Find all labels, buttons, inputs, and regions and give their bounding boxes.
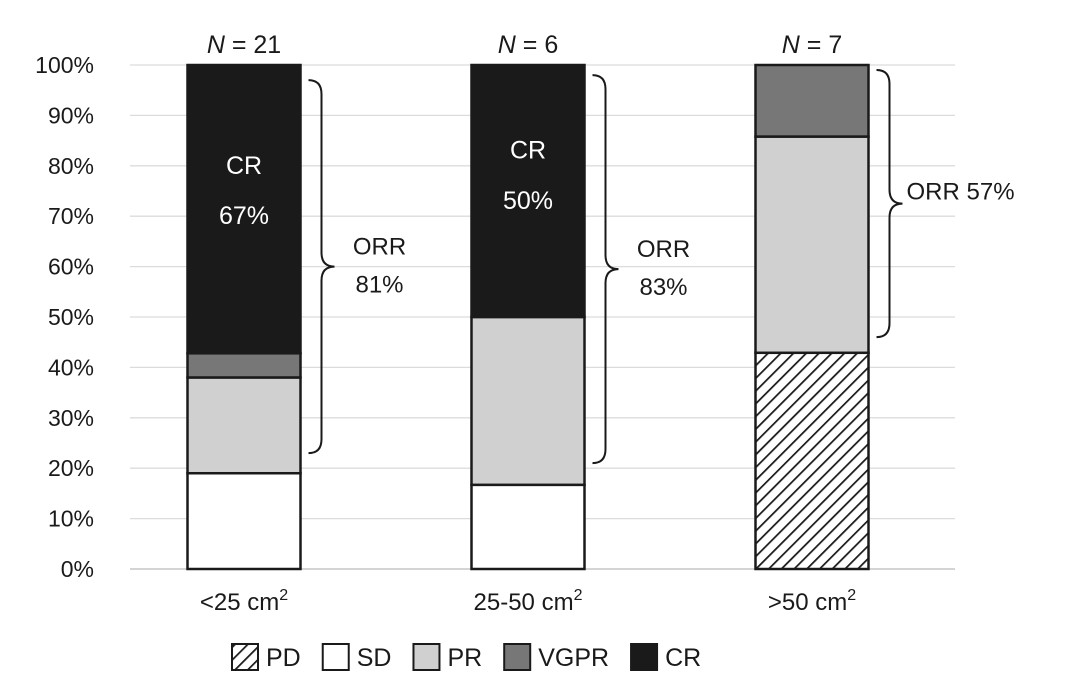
n-count-label: N = 6 [498,31,558,59]
in-bar-label: 67% [219,202,269,230]
orr-label: ORR 57% [907,179,1015,206]
orr-label: ORR [637,236,690,263]
bar-segment-vgpr [186,352,302,379]
y-tick-label: 20% [48,455,94,481]
y-tick-label: 40% [48,354,94,380]
orr-brace [592,74,619,465]
bar-segment-sd [186,471,302,571]
bar-segment-sd [470,483,586,571]
legend-swatch-vgpr [503,643,532,671]
legend-swatch-sd [321,643,350,671]
bars [186,63,870,571]
y-tick-label: 0% [61,556,94,582]
n-count-label: N = 21 [207,31,281,59]
y-tick-label: 70% [48,203,94,229]
legend-swatch-cr [630,643,659,671]
orr-label: 83% [639,274,687,301]
bar-segment-cr [186,63,302,355]
orr-brace [308,79,335,455]
orr-brace [876,69,903,339]
y-tick-label: 60% [48,254,94,280]
y-tick-label: 30% [48,405,94,431]
in-bar-label: 50% [503,187,553,215]
legend: PD SD PR VGPR CR [231,643,701,672]
n-count-label: N = 7 [782,31,842,59]
bar-segment-pd [754,351,870,571]
bar-labels: N = 21 <25 cm2 N = 6 25-50 cm2 N = 7 >50 cm2 C… [200,31,856,616]
y-tick-label: 100% [35,52,94,78]
bar-segment-vgpr [754,63,870,138]
y-axis: 0% 10% 20% 30% 40% 50% 60% 70% 80% 90% 100% [35,52,955,582]
legend-label-pr: PR [447,644,482,672]
legend-label-pd: PD [266,644,301,672]
y-tick-label: 80% [48,153,94,179]
legend-label-sd: SD [357,644,392,672]
legend-label-cr: CR [665,644,701,672]
y-tick-label: 10% [48,506,94,532]
in-bar-label: CR [226,152,262,180]
bar-segment-pr [470,315,586,487]
legend-swatch-pr [412,643,441,671]
x-tick-label: >50 cm2 [768,587,856,616]
legend-swatch-pd [231,643,259,671]
in-bar-label: CR [510,137,546,165]
y-tick-label: 90% [48,102,94,128]
bar-segment-pr [186,376,302,475]
y-tick-label: 50% [48,304,94,330]
orr-annotations: ORR 81% ORR 83% ORR 57% [308,69,1015,465]
bar-segment-cr [470,63,586,319]
orr-label: ORR [353,234,406,261]
legend-label-vgpr: VGPR [538,644,609,672]
x-tick-label: 25-50 cm2 [474,587,583,616]
x-tick-label: <25 cm2 [200,587,288,616]
bar-segment-pr [754,135,870,355]
orr-label: 81% [355,272,403,299]
